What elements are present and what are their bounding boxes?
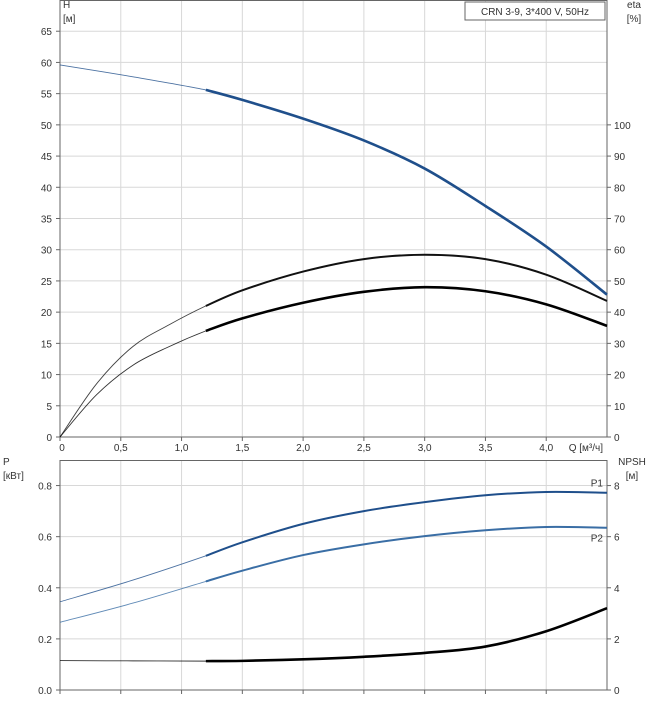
- y-right-tick-label: 40: [614, 308, 626, 319]
- y-right-tick-label: 60: [614, 246, 626, 257]
- y-left-axis-label: H: [63, 0, 70, 11]
- series-line-thin: [59, 286, 608, 438]
- y-left-tick-label: 0.2: [38, 635, 52, 646]
- series-label-p2: P2: [591, 534, 604, 545]
- panel-head-efficiency: 0 5 10 15 20 25 30 35 40 45 50 55 60 65 0 10 20 30 40 50 60 7…: [41, 0, 642, 454]
- x-tick-label: 0,5: [114, 443, 128, 454]
- y-left-tick-label: 55: [41, 90, 53, 101]
- panel-power-npsh: 0.0 0.2 0.4 0.6 0.8 0 2 4 6 8 P [кВт] NPSH [м] P1 P2: [3, 457, 646, 697]
- y-right-tick-label: 50: [614, 277, 626, 288]
- y-left-tick-label: 35: [41, 215, 53, 226]
- y-left-tick-label: 40: [41, 183, 53, 194]
- y-right-axis-unit: [%]: [627, 14, 642, 25]
- x-tick-label: 3,5: [478, 443, 492, 454]
- series-line-thin: [59, 254, 608, 438]
- y-right-axis-label: NPSH: [618, 457, 646, 468]
- y-right-tick-label: 4: [614, 584, 620, 595]
- y-right-tick-label: 10: [614, 402, 626, 413]
- x-tick-label: 1,0: [175, 443, 189, 454]
- y-left-tick-label: 20: [41, 308, 53, 319]
- y-left-tick-label: 0.0: [38, 686, 52, 697]
- y-left-axis-label: P: [3, 457, 10, 468]
- series-line: [205, 88, 608, 296]
- series-line: [205, 253, 608, 307]
- plot-frame: [59, 460, 608, 691]
- x-tick-label: 2,5: [357, 443, 371, 454]
- y-left-tick-label: 45: [41, 152, 53, 163]
- y-right-tick-label: 90: [614, 152, 626, 163]
- y-left-tick-label: 0.4: [38, 584, 52, 595]
- x-tick-label: 1,5: [235, 443, 249, 454]
- y-left-tick-label: 0.6: [38, 533, 52, 544]
- y-left-tick-label: 30: [41, 246, 53, 257]
- x-tick-label: 3,0: [418, 443, 432, 454]
- y-right-tick-label: 0: [614, 433, 620, 444]
- y-right-tick-label: 0: [614, 686, 620, 697]
- y-right-tick-label: 30: [614, 339, 626, 350]
- series-line: [205, 490, 608, 557]
- y-right-axis-unit: [м]: [626, 471, 639, 482]
- y-right-tick-label: 2: [614, 635, 620, 646]
- chart-title: CRN 3-9, 3*400 V, 50Hz: [481, 7, 589, 18]
- series-line-thin: [59, 607, 608, 662]
- x-tick-label: 4,0: [539, 443, 553, 454]
- series-line: [205, 525, 608, 583]
- y-left-tick-label: 0.8: [38, 482, 52, 493]
- chart-title-box: [464, 1, 606, 21]
- y-left-tick-label: 10: [41, 371, 53, 382]
- y-left-tick-label: 0: [46, 433, 52, 444]
- series-label-p1: P1: [591, 479, 604, 490]
- y-left-tick-label: 60: [41, 58, 53, 69]
- y-right-tick-label: 20: [614, 371, 626, 382]
- y-left-tick-label: 5: [46, 402, 52, 413]
- y-right-tick-label: 8: [614, 482, 620, 493]
- series-line-thin: [59, 491, 608, 603]
- y-right-tick-label: 6: [614, 533, 620, 544]
- x-axis-label: Q [м³/ч]: [569, 443, 604, 454]
- y-left-tick-label: 15: [41, 339, 53, 350]
- series-line: [205, 285, 608, 333]
- series-line: [205, 607, 608, 663]
- y-left-axis-unit: [м]: [63, 14, 76, 25]
- y-right-tick-label: 80: [614, 183, 626, 194]
- series-line-thin: [59, 64, 608, 296]
- y-left-tick-label: 50: [41, 121, 53, 132]
- y-right-axis-label: eta: [627, 0, 641, 11]
- y-right-tick-label: 100: [614, 121, 631, 132]
- x-tick-label: 2,0: [296, 443, 310, 454]
- y-left-axis-unit: [кВт]: [3, 471, 24, 482]
- y-left-tick-label: 25: [41, 277, 53, 288]
- series-line-thin: [59, 526, 608, 623]
- y-left-tick-label: 65: [41, 27, 53, 38]
- x-tick-label: 0: [59, 443, 65, 454]
- y-right-tick-label: 70: [614, 215, 626, 226]
